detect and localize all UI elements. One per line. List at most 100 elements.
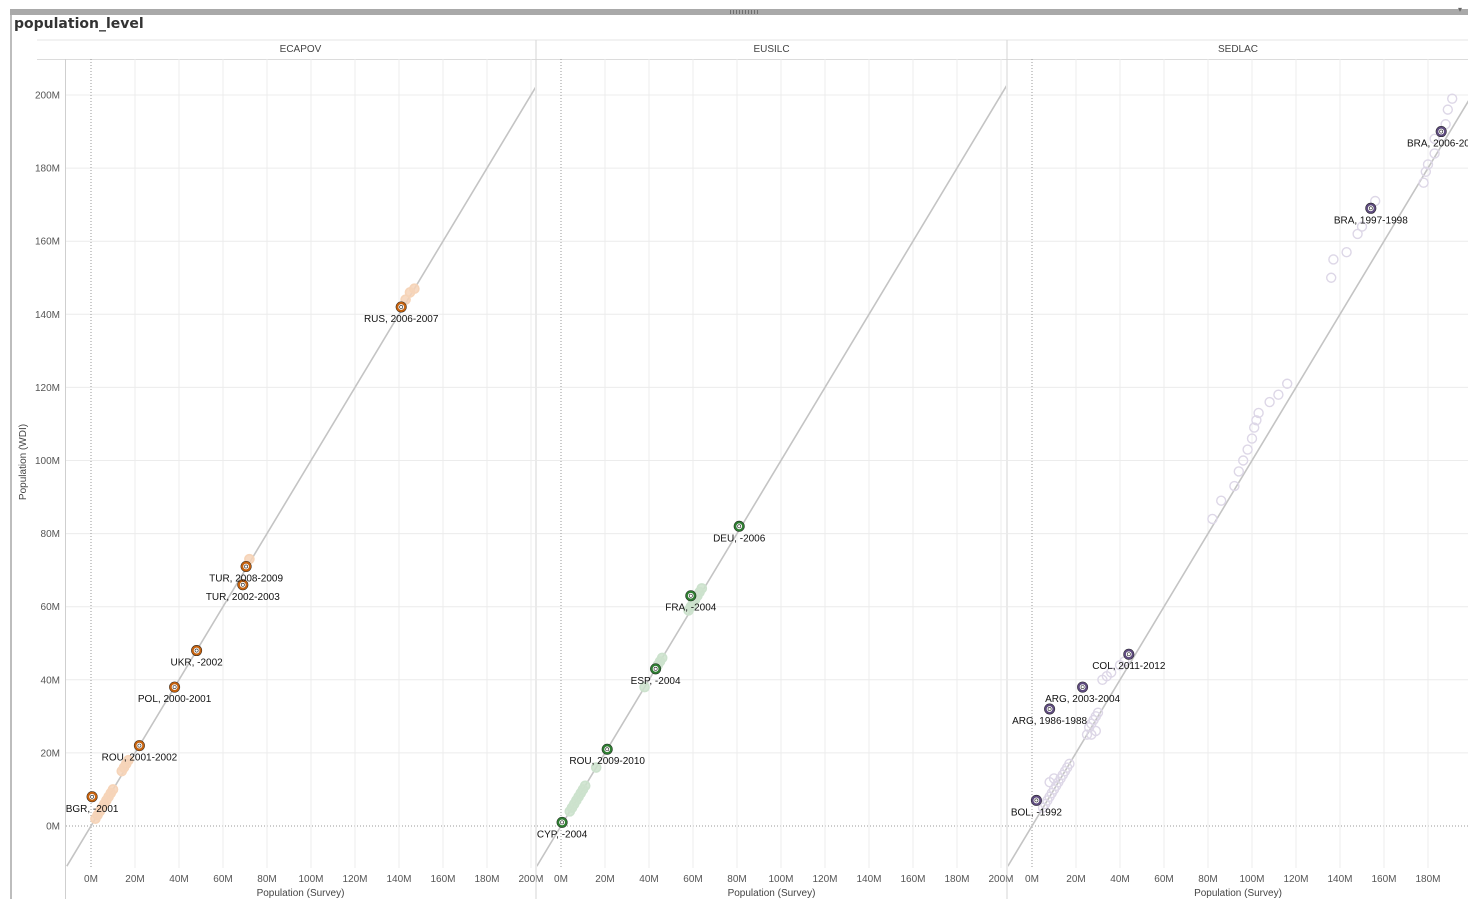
x-tick-label: 140M	[856, 874, 881, 885]
data-point	[1251, 415, 1262, 426]
x-tick-label: 60M	[213, 874, 232, 885]
data-point	[656, 652, 668, 664]
data-point	[1328, 254, 1339, 265]
x-axis-title: Population (Survey)	[1194, 888, 1282, 899]
x-tick-label: 0M	[554, 874, 568, 885]
highlight-point-core	[240, 582, 245, 587]
data-point	[1281, 378, 1293, 389]
data-point	[1341, 246, 1352, 258]
highlight-point-core	[137, 743, 142, 748]
data-label: FRA, -2004	[665, 603, 717, 614]
data-point	[1264, 396, 1275, 408]
data-point	[1429, 148, 1440, 159]
highlight-point-core	[605, 747, 610, 752]
data-point	[696, 583, 708, 594]
x-tick-label: 200M	[988, 874, 1013, 885]
data-label: TUR, 2008-2009	[209, 573, 283, 584]
data-label: BRA, 1997-1998	[1334, 215, 1408, 226]
highlight-point-core	[244, 564, 249, 569]
data-point	[1420, 166, 1432, 177]
highlight-point-core	[653, 666, 658, 671]
x-tick-label: 60M	[683, 874, 702, 885]
y-tick-label: 60M	[41, 602, 60, 613]
highlight-point-core	[737, 524, 742, 529]
x-tick-label: 120M	[1283, 874, 1308, 885]
highlight-point-ring	[685, 590, 696, 601]
x-tick-label: 60M	[1154, 874, 1173, 885]
data-point	[1442, 104, 1454, 115]
highlight-point-ring	[1123, 649, 1134, 660]
data-point	[1352, 228, 1363, 240]
x-tick-label: 80M	[1198, 874, 1217, 885]
data-point	[1105, 667, 1117, 678]
x-axis-title: Population (Survey)	[257, 888, 345, 899]
x-tick-label: 40M	[169, 874, 188, 885]
data-label: POL, 2000-2001	[138, 694, 212, 705]
data-point	[579, 780, 591, 792]
y-tick-label: 0M	[46, 822, 60, 833]
data-label: UKR, -2002	[170, 658, 223, 669]
panel-header: ECAPOV	[280, 44, 322, 55]
highlight-point-ring	[1365, 203, 1376, 214]
data-label: ESP, -2004	[631, 676, 681, 687]
x-tick-label: 160M	[430, 874, 455, 885]
dropdown-arrow-icon[interactable]: ▾	[1457, 5, 1462, 14]
data-point	[107, 784, 119, 795]
data-point	[1090, 725, 1102, 737]
x-tick-label: 180M	[944, 874, 969, 885]
highlight-point-core	[688, 593, 693, 598]
highlight-point-ring	[1077, 682, 1088, 693]
data-point	[1233, 466, 1245, 477]
x-axis-title: Population (Survey)	[728, 888, 816, 899]
data-point	[590, 762, 602, 773]
highlight-point-core	[172, 685, 177, 690]
y-tick-label: 100M	[35, 456, 60, 467]
data-point	[1242, 444, 1253, 455]
highlight-point-core	[1047, 707, 1052, 711]
x-tick-label: 160M	[1371, 874, 1396, 885]
highlight-point-ring	[1436, 126, 1447, 137]
highlight-point-ring	[396, 301, 407, 313]
data-point	[1253, 407, 1264, 419]
data-point	[1081, 729, 1093, 740]
highlight-point-core	[90, 794, 95, 799]
highlight-point-ring	[650, 663, 661, 674]
y-tick-label: 120M	[35, 383, 60, 394]
data-point	[1064, 758, 1075, 770]
data-point	[1422, 159, 1434, 170]
data-point	[1229, 480, 1240, 492]
highlight-point-ring	[1044, 703, 1055, 715]
data-point	[1356, 221, 1368, 232]
drag-handle-icon[interactable]	[730, 10, 760, 14]
highlight-point-core	[1126, 652, 1131, 657]
data-point	[1418, 177, 1429, 188]
x-tick-label: 20M	[1066, 874, 1085, 885]
x-tick-label: 40M	[639, 874, 658, 885]
data-label: ROU, 2009-2010	[569, 756, 645, 767]
data-point	[1248, 422, 1260, 433]
highlight-point-ring	[241, 561, 252, 572]
data-label: ARG, 1986-1988	[1012, 716, 1087, 727]
data-label: BOL, -1992	[1011, 807, 1063, 818]
highlight-point-ring	[734, 521, 745, 532]
highlight-point-core	[194, 648, 199, 653]
highlight-point-ring	[191, 645, 202, 656]
x-tick-label: 180M	[1415, 874, 1440, 885]
x-tick-label: 0M	[84, 874, 98, 885]
highlight-point-ring	[237, 579, 248, 590]
x-tick-label: 20M	[125, 874, 144, 885]
highlight-point-ring	[602, 744, 613, 755]
data-point	[1048, 773, 1060, 784]
data-point	[1215, 495, 1227, 506]
highlight-point-core	[1439, 129, 1444, 134]
y-tick-label: 80M	[41, 529, 60, 540]
data-label: BRA, 2006-200	[1407, 139, 1468, 150]
x-tick-label: 140M	[1327, 874, 1352, 885]
highlight-point-ring	[86, 791, 98, 802]
y-tick-label: 140M	[35, 310, 60, 321]
data-point	[1273, 389, 1284, 400]
reference-line	[537, 85, 1006, 867]
data-point	[1446, 93, 1458, 104]
highlight-point-ring	[1031, 795, 1042, 806]
x-tick-label: 20M	[595, 874, 614, 885]
